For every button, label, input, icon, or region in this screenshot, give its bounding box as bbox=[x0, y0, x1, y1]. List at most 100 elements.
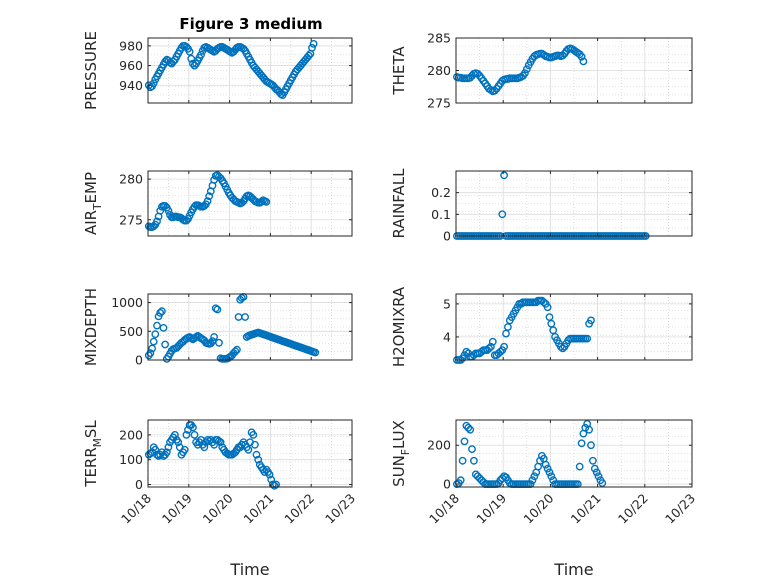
y-tick-label: 1000 bbox=[111, 295, 143, 310]
data-point bbox=[153, 321, 161, 330]
data-point bbox=[203, 197, 212, 206]
y-axis-label-main: AIR bbox=[82, 210, 100, 235]
x-tick-label: 10/22 bbox=[281, 491, 317, 527]
y-tick-label: 0 bbox=[135, 477, 143, 492]
data-point bbox=[267, 475, 276, 484]
y-tick-label: 0 bbox=[135, 353, 143, 368]
subplot-sun-flux: 10/18 10/19 10/20 10/21 10/22 10/23 0 200 SUNFLU… bbox=[390, 419, 698, 579]
data-point bbox=[174, 438, 183, 447]
y-tick-label: 275 bbox=[427, 96, 451, 111]
data-point bbox=[151, 330, 160, 339]
data-point bbox=[254, 455, 263, 464]
data-point bbox=[587, 316, 595, 325]
y-axis-label-tail: LUX bbox=[390, 420, 408, 449]
data-point bbox=[309, 40, 318, 48]
data-point bbox=[170, 430, 179, 439]
data-point bbox=[157, 307, 166, 316]
y-axis-label: THETA bbox=[390, 46, 408, 96]
data-point bbox=[468, 445, 476, 453]
data-point bbox=[485, 344, 493, 353]
data-point bbox=[164, 443, 173, 452]
y-axis-label-subscript: T bbox=[92, 203, 104, 211]
data-point bbox=[162, 448, 171, 457]
data-point bbox=[530, 472, 539, 481]
y-tick-label: 280 bbox=[119, 172, 143, 187]
data-point bbox=[182, 430, 191, 439]
data-point bbox=[594, 472, 603, 481]
data-point bbox=[469, 456, 478, 465]
data-point bbox=[159, 323, 168, 332]
data-point bbox=[215, 437, 223, 445]
y-tick-label: 0 bbox=[443, 477, 451, 492]
data-point bbox=[270, 481, 279, 490]
data-point bbox=[539, 298, 548, 307]
y-tick-label: 200 bbox=[427, 438, 451, 453]
data-point bbox=[541, 460, 550, 469]
y-axis-label: TERRMSL bbox=[82, 420, 104, 488]
y-axis-label: PRESSURE bbox=[82, 31, 100, 110]
data-point bbox=[545, 468, 554, 477]
data-point bbox=[200, 443, 209, 452]
data-point bbox=[522, 65, 531, 74]
x-tick-label: 10/19 bbox=[159, 490, 195, 526]
y-tick-label: 200 bbox=[119, 427, 143, 442]
data-point bbox=[498, 210, 507, 219]
data-point bbox=[496, 347, 505, 356]
subplot-terr-msl: 10/18 10/19 10/20 10/21 10/22 10/23 0 100 200 TER… bbox=[82, 419, 358, 579]
x-tick-label: 10/20 bbox=[520, 490, 556, 526]
data-point bbox=[536, 456, 544, 465]
subplot-rainfall: 0 0.1 0.2 RAINFALL bbox=[390, 168, 693, 244]
x-tick-label: 10/18 bbox=[426, 490, 462, 526]
data-point bbox=[241, 313, 250, 321]
data-point bbox=[190, 430, 199, 439]
data-point bbox=[149, 337, 158, 346]
data-point bbox=[216, 438, 225, 447]
data-point bbox=[558, 344, 567, 353]
y-axis-label-main: TERR bbox=[82, 447, 100, 488]
data-point bbox=[156, 308, 165, 317]
data-point bbox=[265, 470, 274, 479]
subplot-grid: 940 960 980 PRESSURE 275 280 285 THETA 275 280 AIR… bbox=[82, 31, 698, 580]
y-tick-label: 940 bbox=[119, 78, 143, 93]
y-tick-label: 285 bbox=[427, 31, 451, 46]
x-tick-label: 10/18 bbox=[118, 490, 154, 526]
figure-title: Figure 3 medium bbox=[179, 15, 322, 33]
data-point bbox=[180, 445, 189, 454]
data-point bbox=[585, 425, 593, 434]
data-point bbox=[456, 476, 465, 485]
data-point bbox=[244, 445, 253, 454]
axes-box bbox=[147, 419, 353, 488]
x-tick-label: 10/21 bbox=[240, 491, 276, 527]
data-point bbox=[211, 304, 220, 313]
data-point bbox=[464, 423, 473, 432]
data-point bbox=[458, 456, 467, 465]
y-axis-label: SUNFLUX bbox=[390, 420, 412, 487]
x-tick-label: 10/19 bbox=[473, 490, 509, 526]
data-point bbox=[146, 349, 155, 357]
data-point bbox=[460, 437, 469, 446]
data-point bbox=[197, 50, 205, 59]
y-axis-label-subscript: M bbox=[92, 438, 104, 447]
data-point bbox=[262, 197, 271, 206]
data-point bbox=[488, 337, 497, 346]
y-tick-label: 980 bbox=[119, 38, 143, 53]
data-point bbox=[486, 342, 495, 351]
data-point bbox=[250, 440, 259, 449]
data-point bbox=[205, 192, 214, 201]
x-tick-label: 10/23 bbox=[322, 491, 358, 527]
x-tick-label: 10/23 bbox=[662, 491, 698, 527]
data-point bbox=[547, 472, 556, 481]
data-point bbox=[473, 69, 482, 78]
data-point bbox=[148, 344, 157, 353]
axes-box bbox=[147, 293, 353, 361]
subplot-air-temp: 275 280 AIRTEMP bbox=[82, 170, 353, 237]
y-tick-label: 5 bbox=[443, 296, 451, 311]
data-point bbox=[210, 333, 219, 341]
data-point bbox=[268, 480, 277, 489]
axes-box bbox=[147, 37, 353, 104]
data-point bbox=[144, 81, 153, 90]
data-point bbox=[577, 52, 586, 61]
data-point bbox=[592, 468, 601, 477]
subplot-h2omixra: 4 5 H2OMIXRA bbox=[390, 286, 693, 367]
